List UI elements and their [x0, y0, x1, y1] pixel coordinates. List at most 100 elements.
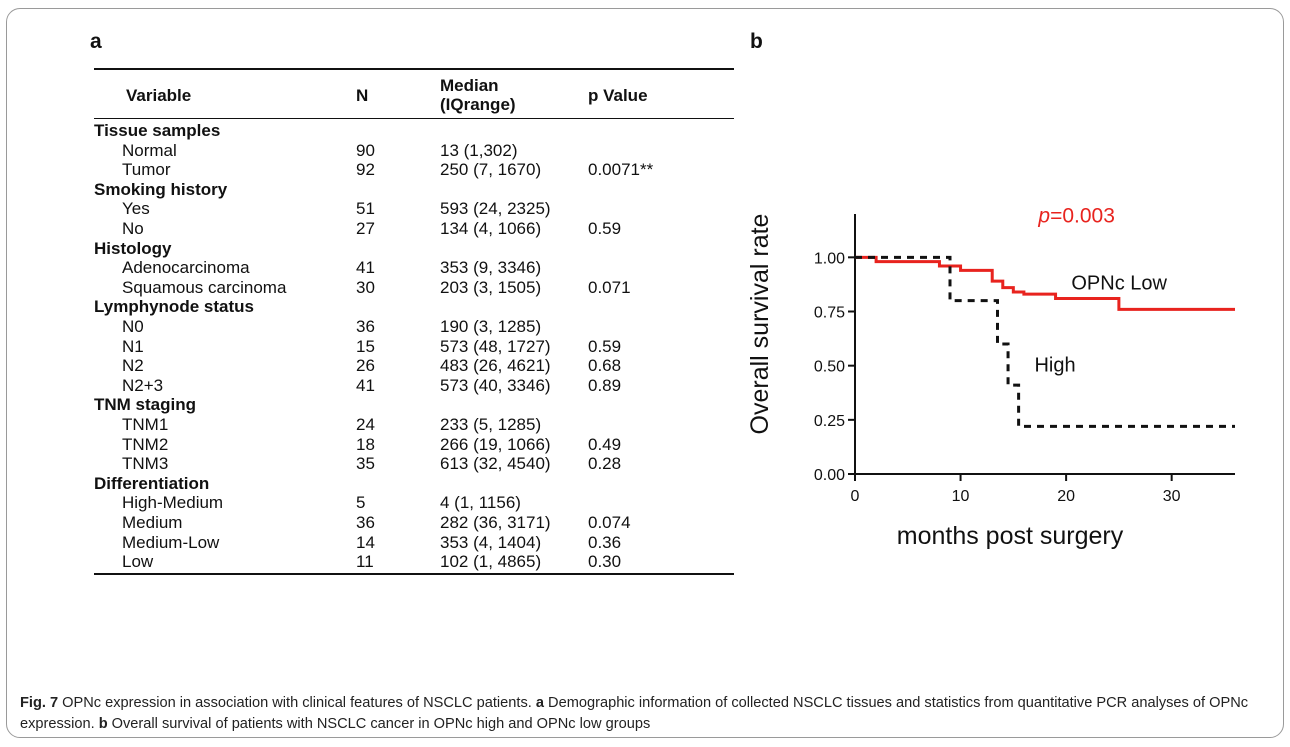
survival-chart: 0.00 0.25 0.50 0.75 1.00 0 10 20 30 months post s…: [730, 120, 1250, 575]
y-tick-label: 1.00: [814, 250, 845, 267]
median-cell: 613 (32, 4540): [440, 454, 551, 474]
group-label: Differentiation: [94, 473, 210, 493]
p-value-cell: 0.59: [588, 219, 622, 238]
caption-label: Fig. 7: [20, 695, 59, 711]
series-label-high: High: [1034, 355, 1075, 377]
variable-cell: N2: [122, 356, 144, 376]
variable-cell: TNM2: [122, 434, 169, 454]
variable-cell: Normal: [122, 140, 177, 160]
n-cell: 92: [356, 160, 375, 180]
table-header-rule: [94, 118, 734, 119]
x-tick-label: 0: [851, 488, 860, 505]
variable-cell: Medium-Low: [122, 532, 220, 552]
median-cell: 573 (40, 3346): [440, 375, 551, 395]
header-median: Median (IQrange): [440, 76, 516, 114]
variable-cell: High-Medium: [122, 493, 224, 513]
median-cell: 353 (4, 1404): [440, 532, 542, 552]
table-bottom-rule: [94, 572, 734, 575]
p-value-annotation: p=0.003: [1037, 205, 1115, 228]
series-low-line: [855, 255, 1235, 311]
median-cell: 203 (3, 1505): [440, 277, 542, 297]
median-cell: 593 (24, 2325): [440, 199, 551, 219]
header-n: N: [356, 86, 369, 105]
n-cell: 41: [356, 258, 375, 278]
n-cell: 5: [356, 493, 366, 513]
y-tick-label: 0.75: [814, 305, 845, 322]
variable-cell: N2+3: [122, 375, 164, 395]
header-median-line2: (IQrange): [440, 95, 516, 114]
panel-label-a: a: [90, 30, 102, 53]
p-value-cell: 0.49: [588, 434, 622, 454]
median-cell: 190 (3, 1285): [440, 317, 542, 336]
caption-text-1: OPNc expression in association with clin…: [58, 695, 536, 711]
variable-cell: Yes: [122, 199, 150, 219]
n-cell: 15: [356, 336, 375, 356]
n-cell: 36: [356, 513, 375, 532]
median-cell: 483 (26, 4621): [440, 356, 551, 376]
median-cell: 266 (19, 1066): [440, 434, 551, 454]
median-cell: 573 (48, 1727): [440, 336, 551, 356]
p-value-cell: 0.28: [588, 454, 622, 474]
n-cell: 26: [356, 356, 375, 376]
n-cell: 27: [356, 219, 375, 238]
n-cell: 51: [356, 199, 375, 219]
caption-a: a: [535, 695, 544, 711]
caption-text-2: Demographic information of collected NSC…: [20, 695, 1249, 732]
median-cell: 282 (36, 3171): [440, 513, 551, 532]
variable-cell: TNM3: [122, 454, 169, 474]
series-high-line: [855, 255, 1235, 428]
p-value-cell: 0.59: [588, 336, 622, 356]
header-variable: Variable: [126, 86, 192, 105]
caption-b: b: [98, 716, 108, 732]
x-tick-label: 20: [1057, 488, 1075, 505]
header-p-value: p Value: [588, 86, 648, 105]
y-axis-label: Overall survival rate: [746, 214, 774, 435]
y-tick-label: 0.00: [814, 467, 845, 484]
variable-cell: N0: [122, 317, 144, 336]
median-cell: 134 (4, 1066): [440, 219, 542, 238]
p-italic: p: [1037, 205, 1050, 228]
y-tick-label: 0.25: [814, 413, 845, 430]
p-value-cell: 0.074: [588, 513, 631, 532]
variable-cell: Squamous carcinoma: [122, 277, 287, 297]
p-value-text: =0.003: [1050, 205, 1115, 228]
x-tick-label: 30: [1163, 488, 1181, 505]
variable-cell: Low: [122, 552, 154, 572]
group-label: Tissue samples: [94, 121, 221, 140]
median-cell: 233 (5, 1285): [440, 415, 542, 434]
variable-cell: Adenocarcinoma: [122, 258, 250, 278]
n-cell: 24: [356, 415, 375, 434]
n-cell: 18: [356, 434, 375, 454]
group-label: Lymphynode status: [94, 297, 254, 317]
variable-cell: N1: [122, 336, 144, 356]
y-tick-label: 0.50: [814, 359, 845, 376]
p-value-cell: 0.36: [588, 532, 622, 552]
group-label: TNM staging: [94, 395, 196, 415]
header-median-line1: Median: [440, 76, 499, 95]
survival-chart-svg: 0.00 0.25 0.50 0.75 1.00 0 10 20 30 months post s…: [746, 205, 1235, 550]
n-cell: 11: [356, 552, 374, 572]
figure-frame: [6, 8, 1284, 738]
panel-label-b: b: [750, 30, 763, 53]
p-value-cell: 0.0071**: [588, 160, 654, 180]
series-label-opnc-low: OPNc Low: [1071, 273, 1167, 295]
x-axis-label: months post surgery: [897, 522, 1124, 550]
n-cell: 90: [356, 140, 375, 160]
variable-cell: Tumor: [122, 160, 171, 180]
table-top-rule: [94, 68, 734, 70]
caption-text-3: Overall survival of patients with NSCLC …: [107, 716, 651, 732]
n-cell: 14: [356, 532, 375, 552]
group-label: Histology: [94, 238, 172, 258]
median-cell: 4 (1, 1156): [440, 493, 521, 513]
group-label: Smoking history: [94, 179, 228, 199]
variable-cell: TNM1: [122, 415, 169, 434]
n-cell: 41: [356, 375, 375, 395]
p-value-cell: 0.30: [588, 552, 622, 572]
n-cell: 35: [356, 454, 375, 474]
p-value-cell: 0.89: [588, 375, 622, 395]
median-cell: 353 (9, 3346): [440, 258, 542, 278]
variable-cell: No: [122, 219, 144, 238]
p-value-cell: 0.071: [588, 277, 631, 297]
x-tick-label: 10: [952, 488, 970, 505]
median-cell: 250 (7, 1670): [440, 160, 542, 180]
